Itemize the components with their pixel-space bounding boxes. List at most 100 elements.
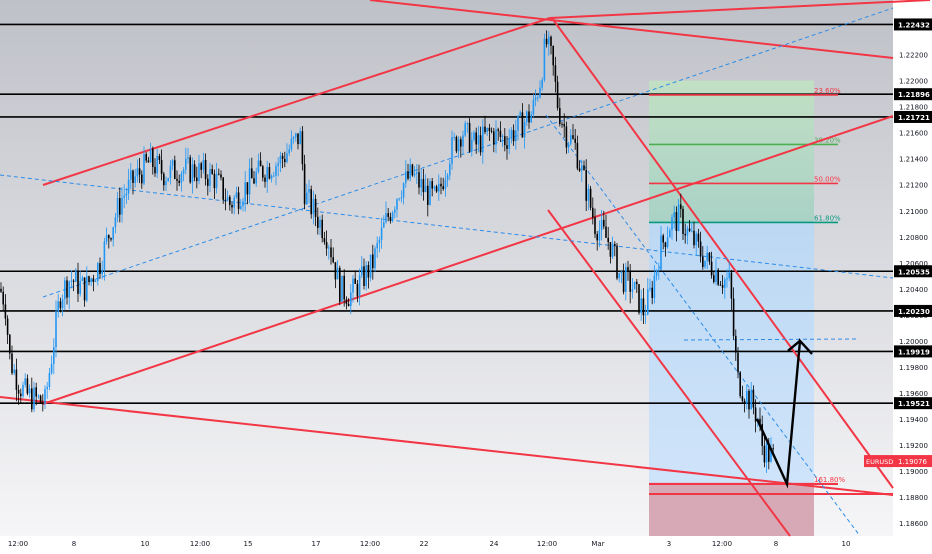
candle-body <box>405 171 407 184</box>
candle-body <box>724 279 726 288</box>
trend-line[interactable] <box>551 17 894 489</box>
candle-body <box>220 174 222 178</box>
y-tick-label: 1.21600 <box>899 130 928 138</box>
candle-body <box>158 155 161 161</box>
candle-body <box>303 164 306 205</box>
candle-body <box>563 123 565 127</box>
candle-body <box>86 276 88 301</box>
candle-body <box>132 170 134 183</box>
candle-body <box>68 281 70 298</box>
dashed-trend-line[interactable] <box>0 174 894 279</box>
candle-body <box>596 234 598 241</box>
candle-body <box>541 79 543 88</box>
candle-body <box>614 244 616 246</box>
candle-body <box>748 390 750 410</box>
x-tick-label: 12:00 <box>712 540 732 548</box>
candle-body <box>237 192 240 209</box>
candle-body <box>297 133 299 145</box>
candle-body <box>141 174 143 184</box>
candle-body <box>721 285 724 288</box>
candle-body <box>37 395 40 397</box>
candle-body <box>156 155 158 174</box>
candle-body <box>182 169 185 174</box>
x-tick-label: 12:00 <box>360 540 380 548</box>
candle-body <box>251 168 253 179</box>
dashed-trend-line[interactable] <box>42 7 894 298</box>
candle-body <box>581 165 583 171</box>
candle-body <box>222 177 224 200</box>
candle-body <box>202 159 205 170</box>
candle-body <box>640 298 642 313</box>
price-scale[interactable]: 1.22200 1.22000 1.21800 1.21600 1.21400 1.212… <box>864 18 932 528</box>
trend-line[interactable] <box>42 115 894 405</box>
candle-body <box>13 369 15 374</box>
candle-body <box>669 230 671 238</box>
candle-body <box>116 198 119 218</box>
candle-body <box>545 38 548 45</box>
candle-body <box>211 169 213 174</box>
candle-body <box>600 219 603 231</box>
candle-body <box>603 219 605 227</box>
candle-body <box>4 304 7 319</box>
candle-body <box>422 179 425 193</box>
candle-body <box>660 235 662 270</box>
candle-body <box>576 142 579 169</box>
candle-body <box>462 135 464 147</box>
candle-body <box>22 384 24 397</box>
candle-body <box>358 275 361 297</box>
candle-body <box>55 311 57 348</box>
candle-body <box>26 378 29 394</box>
candle-body <box>477 135 480 145</box>
trend-line[interactable] <box>42 17 551 186</box>
candle-body <box>592 207 594 218</box>
dashed-trend-line[interactable] <box>683 338 857 341</box>
level-price-tag <box>894 397 932 410</box>
candle-body <box>728 272 730 279</box>
candle-body <box>402 183 405 198</box>
candle-body <box>510 130 513 139</box>
fib-level-label: 61.80% <box>814 214 841 222</box>
candle-body <box>193 164 196 178</box>
candle-body <box>444 179 447 189</box>
candle-body <box>244 182 246 202</box>
candle-body <box>367 265 370 278</box>
candle-body <box>682 208 684 234</box>
candle-body <box>420 179 422 188</box>
candle-body <box>99 263 101 274</box>
candle-body <box>585 169 587 201</box>
candle-body <box>6 318 9 335</box>
candle-body <box>130 170 132 180</box>
trend-line[interactable] <box>369 0 894 59</box>
x-tick-label: 10 <box>842 540 851 548</box>
candle-body <box>50 364 53 374</box>
candle-body <box>578 168 581 171</box>
candle-body <box>442 186 444 189</box>
symbol-tag[interactable] <box>864 455 894 468</box>
dashed-trend-line[interactable] <box>545 114 861 537</box>
candle-body <box>196 177 198 182</box>
projection-arrow[interactable] <box>755 338 813 489</box>
candle-body <box>763 445 766 463</box>
trend-line[interactable] <box>549 0 931 19</box>
candle-body <box>121 197 123 215</box>
candle-body <box>609 242 612 257</box>
candle-body <box>31 388 33 410</box>
candle-body <box>308 189 310 193</box>
level-price-tag <box>894 345 932 358</box>
last-price-text: 1.19076 <box>898 458 927 466</box>
candle-body <box>726 278 728 280</box>
candle-body <box>686 228 689 236</box>
trend-line[interactable] <box>0 396 894 496</box>
candle-body <box>677 204 680 231</box>
x-tick-label: 22 <box>420 540 429 548</box>
candle-body <box>662 235 664 243</box>
trend-line[interactable] <box>547 209 791 537</box>
candle-body <box>255 171 257 184</box>
x-tick-label: 12:00 <box>190 540 210 548</box>
candle-body <box>424 185 427 193</box>
time-scale[interactable]: 12:00 8 10 12:00 15 17 12:00 22 24 12:00 Mar 3 12:00… <box>8 540 851 548</box>
candle-body <box>394 209 396 213</box>
candle-body <box>171 160 174 166</box>
